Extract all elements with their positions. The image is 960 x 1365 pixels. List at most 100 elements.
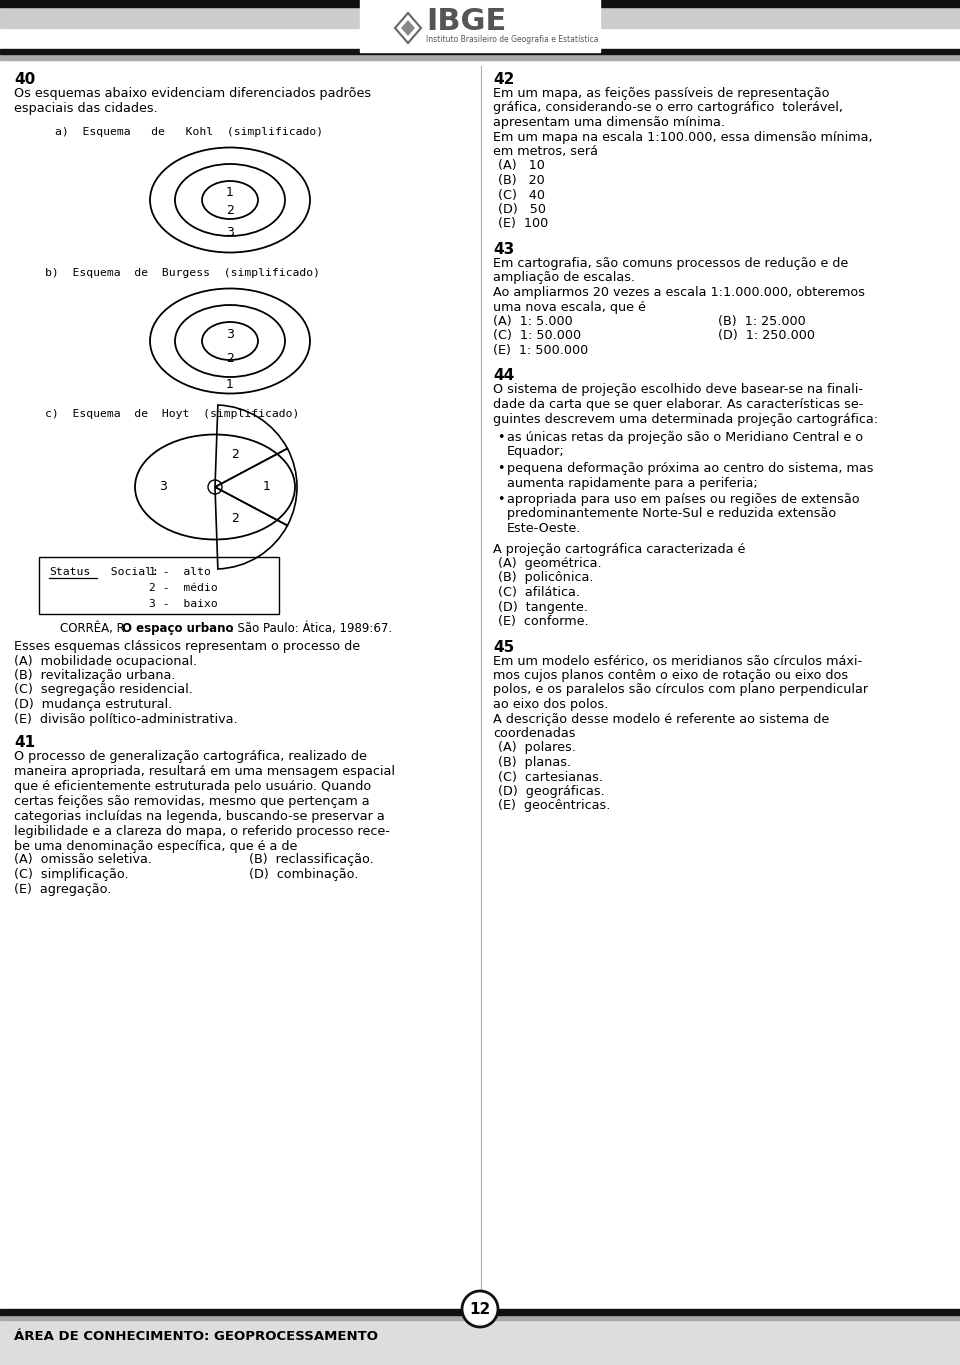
Text: 2 -  médio: 2 - médio (149, 583, 218, 592)
Text: dade da carta que se quer elaborar. As características se-: dade da carta que se quer elaborar. As c… (493, 399, 863, 411)
Text: ampliação de escalas.: ampliação de escalas. (493, 272, 636, 284)
Text: IBGE: IBGE (426, 7, 506, 35)
Text: 45: 45 (493, 639, 515, 654)
Bar (360, 0, 600, 52)
Text: (E)  agregação.: (E) agregação. (14, 883, 111, 895)
Text: (C)  simplificação.: (C) simplificação. (14, 868, 129, 880)
Text: 3: 3 (226, 328, 234, 340)
Text: (C)   40: (C) 40 (498, 188, 545, 202)
Text: O sistema de projeção escolhido deve basear-se na finali-: O sistema de projeção escolhido deve bas… (493, 384, 863, 396)
Text: (E)  divisão político-administrativa.: (E) divisão político-administrativa. (14, 713, 238, 726)
Text: •: • (497, 493, 505, 506)
Text: (A)  1: 5.000: (A) 1: 5.000 (493, 315, 573, 328)
Text: (D)  1: 250.000: (D) 1: 250.000 (718, 329, 815, 343)
Text: (A)  mobilidade ocupacional.: (A) mobilidade ocupacional. (14, 654, 197, 667)
Text: uma nova escala, que é: uma nova escala, que é (493, 300, 646, 314)
Text: Instituto Brasileiro de Geografia e Estatística: Instituto Brasileiro de Geografia e Esta… (426, 34, 598, 44)
Text: (D)  combinação.: (D) combinação. (249, 868, 358, 880)
Text: (C)  cartesianas.: (C) cartesianas. (498, 770, 603, 784)
Text: (A)  geométrica.: (A) geométrica. (498, 557, 602, 571)
Text: (C)  1: 50.000: (C) 1: 50.000 (493, 329, 581, 343)
Text: (B)  planas.: (B) planas. (498, 756, 571, 768)
Text: 12: 12 (469, 1301, 491, 1316)
Text: (D)  geográficas.: (D) geográficas. (498, 785, 605, 799)
Text: Status: Status (49, 566, 90, 577)
Text: 41: 41 (14, 734, 36, 749)
Text: pequena deformação próxima ao centro do sistema, mas: pequena deformação próxima ao centro do … (507, 461, 874, 475)
Text: Esses esquemas clássicos representam o processo de: Esses esquemas clássicos representam o p… (14, 640, 360, 652)
Text: predominantemente Norte-Sul e reduzida extensão: predominantemente Norte-Sul e reduzida e… (507, 508, 836, 520)
Text: Em um mapa na escala 1:100.000, essa dimensão mínima,: Em um mapa na escala 1:100.000, essa dim… (493, 131, 873, 143)
Text: . São Paulo: Ática, 1989:67.: . São Paulo: Ática, 1989:67. (230, 622, 392, 635)
Text: b)  Esquema  de  Burgess  (simplificado): b) Esquema de Burgess (simplificado) (45, 268, 320, 278)
Text: 3: 3 (226, 227, 234, 239)
Text: 44: 44 (493, 369, 515, 384)
Text: O processo de generalização cartográfica, realizado de
maneira apropriada, resul: O processo de generalização cartográfica… (14, 749, 395, 853)
Text: •: • (497, 431, 505, 444)
Text: (A)   10: (A) 10 (498, 160, 545, 172)
Text: 1: 1 (263, 480, 271, 494)
Text: (E)  geocêntricas.: (E) geocêntricas. (498, 800, 611, 812)
Text: Ao ampliarmos 20 vezes a escala 1:1.000.000, obteremos: Ao ampliarmos 20 vezes a escala 1:1.000.… (493, 287, 865, 299)
Bar (0, 1309, 960, 1314)
Text: 1: 1 (226, 378, 234, 392)
Bar (0, 55, 960, 60)
Text: (D)  mudança estrutural.: (D) mudança estrutural. (14, 698, 172, 711)
Text: (B)   20: (B) 20 (498, 173, 544, 187)
Text: A projeção cartográfica caracterizada é: A projeção cartográfica caracterizada é (493, 542, 745, 556)
Bar (0, 1320, 960, 1365)
Text: c)  Esquema  de  Hoyt  (simplificado): c) Esquema de Hoyt (simplificado) (45, 410, 300, 419)
Text: 1 -  alto: 1 - alto (149, 566, 211, 577)
Text: Os esquemas abaixo evidenciam diferenciados padrões
espaciais das cidades.: Os esquemas abaixo evidenciam diferencia… (14, 87, 372, 115)
Text: 2: 2 (226, 203, 234, 217)
Text: gráfica, considerando-se o erro cartográfico  tolerável,: gráfica, considerando-se o erro cartográ… (493, 101, 843, 115)
Text: apropriada para uso em países ou regiões de extensão: apropriada para uso em países ou regiões… (507, 493, 859, 506)
Text: 1: 1 (226, 187, 234, 199)
Text: 2: 2 (231, 449, 239, 461)
Text: a)  Esquema   de   Kohl  (simplificado): a) Esquema de Kohl (simplificado) (55, 127, 324, 136)
Text: (D)   50: (D) 50 (498, 203, 546, 216)
Text: (C)  afilática.: (C) afilática. (498, 586, 580, 599)
Text: as únicas retas da projeção são o Meridiano Central e o: as únicas retas da projeção são o Meridi… (507, 431, 863, 444)
Text: O espaço urbano: O espaço urbano (122, 622, 233, 635)
Text: Em cartografia, são comuns processos de redução e de: Em cartografia, são comuns processos de … (493, 257, 849, 270)
Bar (0, 7, 960, 29)
Text: Em um modelo esférico, os meridianos são círculos máxi-: Em um modelo esférico, os meridianos são… (493, 654, 862, 667)
Text: CORRÊA, R.: CORRÊA, R. (60, 622, 132, 635)
Polygon shape (402, 20, 414, 35)
Text: (B)  revitalização urbana.: (B) revitalização urbana. (14, 669, 176, 682)
Text: (D)  tangente.: (D) tangente. (498, 601, 588, 613)
Text: ÁREA DE CONHECIMENTO: GEOPROCESSAMENTO: ÁREA DE CONHECIMENTO: GEOPROCESSAMENTO (14, 1331, 378, 1343)
Text: ao eixo dos polos.: ao eixo dos polos. (493, 698, 609, 711)
Text: Este-Oeste.: Este-Oeste. (507, 521, 582, 535)
Text: (A)  omissão seletiva.: (A) omissão seletiva. (14, 853, 152, 867)
Text: Em um mapa, as feições passíveis de representação: Em um mapa, as feições passíveis de repr… (493, 87, 829, 100)
Text: •: • (497, 461, 505, 475)
Text: (B)  policônica.: (B) policônica. (498, 572, 593, 584)
Bar (0, 49, 960, 55)
Text: aumenta rapidamente para a periferia;: aumenta rapidamente para a periferia; (507, 476, 757, 490)
Text: (A)  polares.: (A) polares. (498, 741, 576, 755)
Text: 42: 42 (493, 72, 515, 87)
Circle shape (462, 1291, 498, 1327)
Text: 3: 3 (159, 480, 167, 494)
Text: 40: 40 (14, 72, 36, 87)
Text: 43: 43 (493, 242, 515, 257)
Text: (C)  segregação residencial.: (C) segregação residencial. (14, 684, 193, 696)
Text: 3 -  baixo: 3 - baixo (149, 599, 218, 609)
Text: (E)  conforme.: (E) conforme. (498, 616, 588, 628)
Text: guintes descrevem uma determinada projeção cartográfica:: guintes descrevem uma determinada projeç… (493, 412, 878, 426)
Text: 2: 2 (226, 352, 234, 364)
Bar (0, 1314, 960, 1320)
Text: (E)  1: 500.000: (E) 1: 500.000 (493, 344, 588, 358)
Text: 2: 2 (231, 512, 239, 526)
Text: Equador;: Equador; (507, 445, 564, 459)
Text: mos cujos planos contêm o eixo de rotação ou eixo dos: mos cujos planos contêm o eixo de rotaçã… (493, 669, 848, 682)
Bar (39, 557, 279, 614)
Text: polos, e os paralelos são círculos com plano perpendicular: polos, e os paralelos são círculos com p… (493, 684, 868, 696)
Text: (B)  reclassificação.: (B) reclassificação. (249, 853, 373, 867)
Bar (0, 0, 960, 7)
Text: apresentam uma dimensão mínima.: apresentam uma dimensão mínima. (493, 116, 725, 130)
Text: coordenadas: coordenadas (493, 728, 575, 740)
Text: A descrição desse modelo é referente ao sistema de: A descrição desse modelo é referente ao … (493, 713, 829, 726)
